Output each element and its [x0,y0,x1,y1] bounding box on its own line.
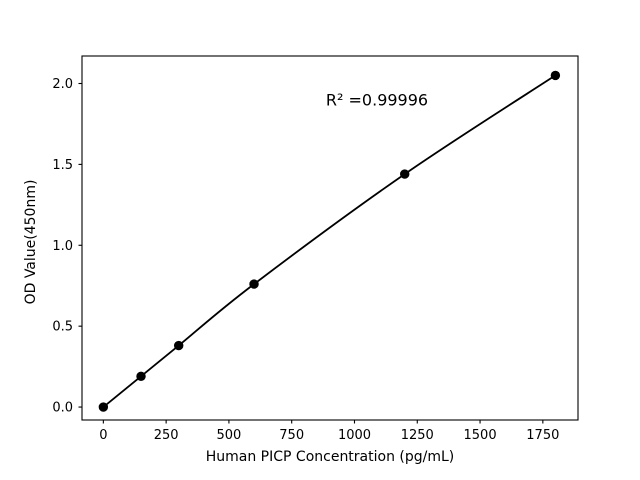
r-squared-annotation: R² =0.99996 [325,90,429,110]
x-tick-label: 1250 [401,428,434,443]
data-point-marker [173,340,184,351]
y-axis-title: OD Value(450nm) [23,179,39,305]
y-tick-label: 0.5 [52,320,73,335]
x-tick-label: 0 [99,428,107,443]
data-point-marker [98,402,109,412]
x-tick-label: 500 [217,428,242,443]
x-tick-label: 1000 [338,428,371,443]
standard-curve-line [102,74,557,408]
data-point-marker [550,70,561,81]
x-tick-label: 250 [154,428,179,443]
y-tick-label: 1.5 [52,158,73,173]
y-tick-label: 1.0 [52,239,73,254]
axes-spines [81,55,579,421]
data-point-marker [249,279,259,289]
y-tick-label: 0.0 [52,401,73,416]
x-tick-label: 1500 [464,428,497,443]
data-point-marker [400,169,410,179]
x-tick-label: 1750 [526,428,559,443]
x-tick-label: 750 [279,428,304,443]
data-point-marker [136,371,146,382]
y-tick-label: 2.0 [52,77,73,92]
x-axis-title: Human PICP Concentration (pg/mL) [205,449,455,465]
